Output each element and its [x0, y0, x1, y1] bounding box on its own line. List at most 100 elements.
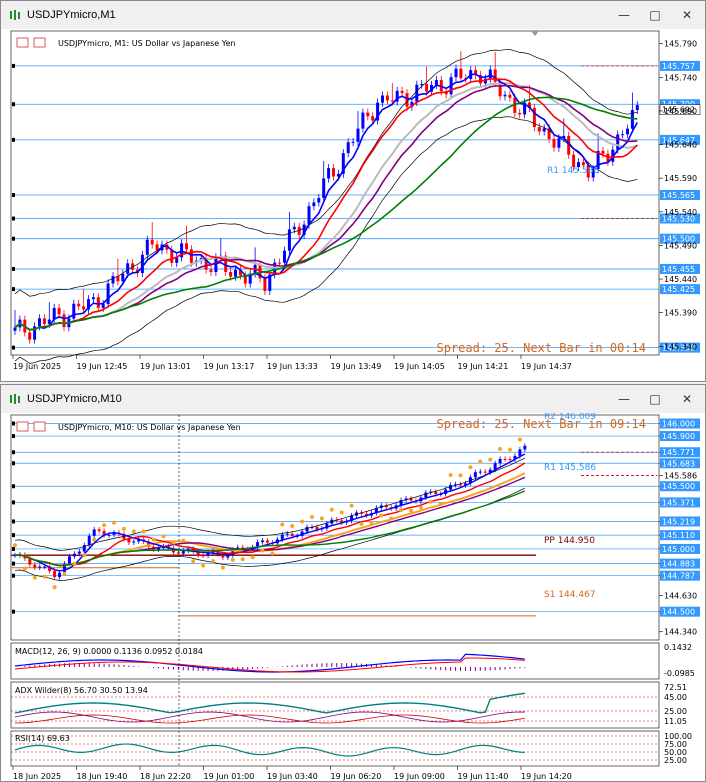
shift-marker-icon[interactable]: [531, 31, 539, 36]
psar-dot: [478, 459, 483, 464]
close-icon[interactable]: ✕: [681, 8, 693, 22]
candle-body: [72, 553, 76, 557]
candle-body: [340, 520, 344, 523]
level-handle[interactable]: [12, 236, 15, 241]
candle-body: [234, 269, 237, 277]
rsi-line: [14, 743, 525, 757]
chart-header: USDJPYmicro, M1: US Dollar vs Japanese Y…: [16, 37, 236, 48]
adx-line: [14, 692, 525, 714]
candle-body: [91, 297, 95, 300]
maximize-icon[interactable]: □: [649, 392, 661, 406]
level-handle[interactable]: [12, 216, 15, 221]
candle-body: [503, 458, 507, 460]
level-handle[interactable]: [12, 434, 15, 439]
ma-long-line: [14, 96, 638, 331]
level-handle[interactable]: [12, 573, 15, 578]
price-level-tag: [660, 606, 700, 617]
price-level-tag: [660, 431, 700, 442]
candle-body: [586, 165, 590, 178]
macd-pane[interactable]: [10, 642, 660, 680]
price-level-tag: [660, 418, 700, 429]
candle-body: [62, 314, 66, 328]
candle-body: [290, 533, 294, 537]
price-tick-label: 144.340: [664, 628, 697, 637]
price-tick-label: 145.390: [664, 309, 697, 318]
price-tick-label: 145.900: [662, 432, 695, 441]
candle-body: [47, 319, 51, 325]
candle-body: [374, 507, 378, 514]
level-handle[interactable]: [12, 546, 15, 551]
minimize-icon[interactable]: —: [618, 8, 630, 22]
candle-body: [332, 168, 335, 177]
level-handle[interactable]: [12, 533, 15, 538]
candle-body: [364, 513, 368, 516]
level-handle[interactable]: [12, 461, 15, 466]
chart-window-m1[interactable]: USDJPYmicro,M1 — □ ✕ 145.757145.700145.6…: [0, 0, 706, 382]
level-handle[interactable]: [12, 266, 15, 271]
candle-body: [420, 84, 424, 86]
level-handle[interactable]: [12, 421, 15, 426]
time-tick-label: 19 Jun 01:00: [204, 772, 255, 781]
price-chart-m1[interactable]: 145.757145.700145.647145.565145.530145.5…: [1, 29, 705, 381]
chart-area-m10[interactable]: 146.000 145.900 145.771 145.683 145.586 145.5…: [1, 413, 705, 781]
psar-dot: [349, 503, 354, 508]
candle-body: [473, 472, 477, 478]
candle-body: [72, 303, 76, 319]
spread-status: Spread: 25. Next Bar in 09:14: [436, 417, 646, 431]
window-titlebar[interactable]: USDJPYmicro,M10 — □ ✕: [1, 385, 705, 413]
level-handle[interactable]: [12, 102, 15, 107]
level-handle[interactable]: [12, 561, 15, 566]
level-handle[interactable]: [12, 519, 15, 524]
psar-dot: [211, 559, 215, 564]
candle-body: [111, 276, 115, 284]
psar-dot: [468, 465, 473, 470]
time-tick-label: 19 Jun 03:40: [267, 772, 318, 781]
ma-mid-line: [14, 77, 638, 331]
chart-header: USDJPYmicro, M10: US Dollar vs Japanese …: [16, 421, 241, 432]
price-level-tag: [660, 190, 700, 200]
psar-dot: [290, 523, 295, 528]
level-handle[interactable]: [12, 137, 15, 142]
psar-dot: [240, 557, 245, 562]
indicator-tick-label: -0.0985: [664, 669, 695, 678]
candle-body: [528, 102, 531, 108]
time-tick-label: 19 Jun 13:17: [204, 362, 255, 371]
candle-body: [248, 273, 252, 284]
candle-body: [596, 150, 600, 170]
level-handle[interactable]: [12, 345, 15, 350]
macd-signal-line: [14, 657, 525, 673]
chart-area-m1[interactable]: 145.757145.700145.647145.565145.530145.5…: [1, 29, 705, 381]
psar-dot: [389, 516, 394, 521]
main-pane[interactable]: [10, 414, 660, 641]
level-handle[interactable]: [12, 193, 15, 197]
chart-window-m10[interactable]: USDJPYmicro,M10 — □ ✕ 146.000 145.900 145.…: [0, 384, 706, 782]
candle-body: [390, 100, 394, 102]
price-chart-m10[interactable]: 146.000 145.900 145.771 145.683 145.586 145.5…: [1, 413, 705, 781]
candle-body: [322, 178, 326, 198]
candle-body: [474, 70, 478, 76]
level-handle[interactable]: [12, 500, 15, 505]
candle-body: [635, 105, 639, 111]
close-icon[interactable]: ✕: [681, 392, 693, 406]
candle-body: [137, 539, 141, 542]
restore-icon[interactable]: □: [649, 8, 661, 22]
price-tick-label: 145.340: [664, 342, 697, 351]
level-handle[interactable]: [12, 484, 15, 489]
psar-dot: [141, 529, 146, 534]
level-handle[interactable]: [12, 450, 15, 455]
price-tick-label: 145.500: [662, 482, 695, 491]
time-tick-label: 18 Jun 2025: [13, 772, 61, 781]
candle-body: [508, 94, 512, 98]
level-handle[interactable]: [12, 287, 15, 292]
candle-body: [229, 271, 233, 277]
window-titlebar[interactable]: USDJPYmicro,M1 — □ ✕: [1, 1, 705, 29]
candle-body: [48, 566, 52, 572]
level-handle[interactable]: [12, 63, 15, 68]
price-level-tag: [660, 99, 700, 110]
candle-body: [518, 112, 522, 115]
candle-body: [616, 134, 620, 150]
minimize-icon[interactable]: —: [618, 392, 630, 406]
candle-body: [384, 505, 388, 508]
candle-body: [523, 102, 527, 115]
level-handle[interactable]: [12, 609, 15, 614]
